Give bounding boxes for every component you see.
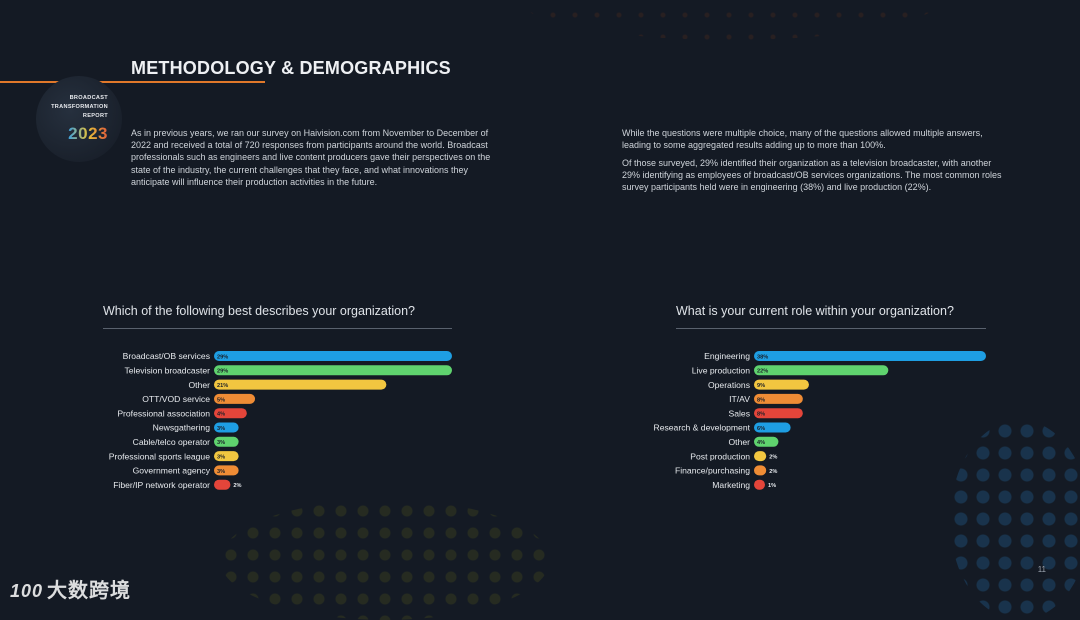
bar [754,365,889,376]
bar [754,408,803,419]
category-label: Other [729,437,751,447]
bar [754,436,779,447]
bar [214,451,239,462]
category-label: Fiber/IP network operator [113,480,210,490]
chart-title-rule-organization [103,328,452,329]
badge-year: 2023 [68,124,108,143]
value-label: 3% [217,469,225,475]
value-label: 3% [217,426,225,432]
value-label: 1% [768,483,776,489]
badge-text: BROADCAST TRANSFORMATION REPORT [51,94,108,121]
category-label: Newsgathering [153,423,211,433]
intro-paragraph-right-1: While the questions were multiple choice… [622,128,983,151]
value-label: 22% [757,369,768,375]
chart-org: Broadcast/OB services 29% Television broad… [109,351,452,490]
badge-line-1: BROADCAST [69,95,108,101]
category-label: Finance/purchasing [675,466,750,476]
header-accent-line [0,81,265,83]
bar [754,479,765,490]
bar [754,422,791,433]
value-label: 29% [217,369,228,375]
category-label: Sales [729,408,751,418]
category-label: Other [189,380,211,390]
chart-role: Engineering 38% Live production 22% Operatio… [654,351,986,490]
value-label: 5% [217,397,225,403]
report-badge-logo: BROADCAST TRANSFORMATION REPORT 2023 [36,76,122,162]
value-label: 9% [757,383,765,389]
value-label: 2% [769,469,777,475]
category-label: IT/AV [729,394,750,404]
page-title: METHODOLOGY & DEMOGRAPHICS [131,58,451,78]
value-label: 3% [217,455,225,461]
category-label: Government agency [133,466,211,476]
category-label: Live production [692,366,751,376]
value-label: 3% [217,440,225,446]
chart-title-organization: Which of the following best describes yo… [103,304,415,318]
intro-paragraph-right-2: Of those surveyed, 29% identified their … [622,158,1002,193]
bar [214,408,247,419]
value-label: 4% [757,440,765,446]
badge-line-3: REPORT [82,113,108,119]
category-label: OTT/VOD service [142,394,210,404]
value-label: 29% [217,354,228,360]
bar [214,422,239,433]
chart-title-role: What is your current role within your or… [676,304,954,318]
category-label: Research & development [654,423,751,433]
bar [214,465,239,476]
bar [754,465,767,476]
bar [214,351,452,361]
bar [214,479,231,490]
bar [754,451,767,462]
category-label: Broadcast/OB services [123,351,210,361]
bar [754,393,803,404]
value-label: 8% [757,397,765,403]
value-label: 6% [757,426,765,432]
value-label: 2% [769,455,777,461]
category-label: Television broadcaster [124,366,210,376]
value-label: 8% [757,412,765,418]
category-label: Professional sports league [109,451,210,461]
bar [214,393,256,404]
bar [214,379,387,390]
value-label: 4% [217,412,225,418]
page-number: 11 [1037,565,1046,574]
bar [214,436,239,447]
bar [214,365,452,376]
value-label: 2% [233,483,241,489]
category-label: Cable/telco operator [133,437,211,447]
watermark-logo-icon: 100 [10,581,44,601]
intro-paragraph-left: As in previous years, we ran our survey … [131,128,491,187]
bar [754,379,809,390]
category-label: Marketing [712,480,750,490]
watermark-text: 大数跨境 [47,580,132,602]
value-label: 21% [217,383,228,389]
badge-line-2: TRANSFORMATION [51,104,108,110]
value-label: 38% [757,354,768,360]
chart-title-rule-role [676,328,986,329]
category-label: Operations [708,380,750,390]
bar [754,351,986,361]
category-label: Professional association [117,408,210,418]
category-label: Post production [690,451,750,461]
category-label: Engineering [704,351,750,361]
watermark: 100 大数跨境 [10,574,131,603]
